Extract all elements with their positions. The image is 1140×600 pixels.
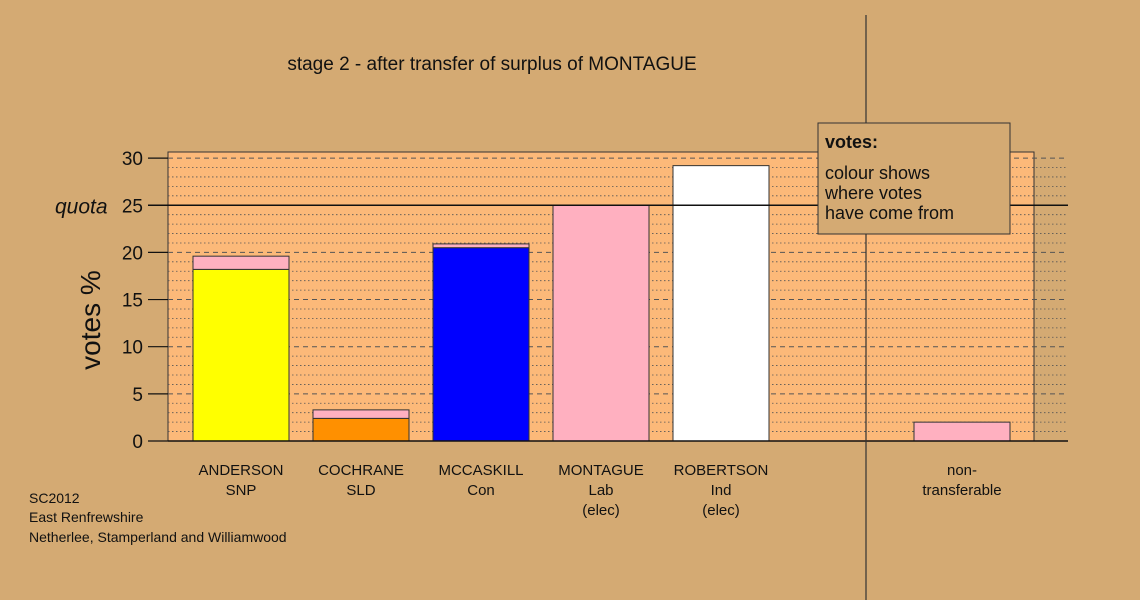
category-label: SNP: [226, 482, 257, 499]
chart-title: stage 2 - after transfer of surplus of M…: [287, 54, 696, 75]
y-tick-label: 10: [122, 338, 143, 359]
y-tick-label: 15: [122, 291, 143, 312]
legend-title: votes:: [825, 132, 878, 152]
y-tick-label: 20: [122, 243, 143, 264]
legend-line: where votes: [824, 183, 922, 203]
category-label: transferable: [922, 482, 1001, 499]
bar-segment: [312, 409, 410, 419]
category-label: Lab: [588, 482, 613, 499]
footer-line: East Renfrewshire: [29, 509, 144, 525]
category-label: ROBERTSON: [674, 462, 769, 479]
category-label: (elec): [582, 502, 620, 519]
y-ticks: 0 5 10 15 20 25 30: [122, 149, 168, 453]
category-label: Con: [467, 482, 495, 499]
bar-segment: [192, 268, 290, 442]
legend-line: have come from: [825, 203, 954, 223]
category-label: SLD: [346, 482, 375, 499]
footer-line: SC2012: [29, 490, 80, 506]
bar-segment: [312, 417, 410, 442]
legend-box: [817, 122, 1011, 235]
quota-label: quota: [55, 195, 108, 218]
y-tick-label: 30: [122, 149, 143, 170]
bar-segment: [552, 204, 650, 442]
y-tick-label: 25: [122, 196, 143, 217]
y-axis-label: votes %: [75, 270, 106, 370]
legend-line: colour shows: [825, 163, 930, 183]
bar-segment: [192, 255, 290, 270]
category-label: MCCASKILL: [438, 462, 523, 479]
legend: votes: colour shows where votes have com…: [817, 122, 1011, 235]
category-label: MONTAGUE: [558, 462, 644, 479]
category-label: COCHRANE: [318, 462, 404, 479]
category-label: Ind: [711, 482, 732, 499]
bar-segment: [672, 165, 770, 442]
bar-segment: [432, 243, 530, 249]
footer-line: Netherlee, Stamperland and Williamwood: [29, 529, 287, 545]
y-tick-label: 5: [132, 385, 143, 406]
footer: SC2012 East Renfrewshire Netherlee, Stam…: [29, 490, 287, 545]
bars: [192, 165, 1011, 442]
category-label: (elec): [702, 502, 740, 519]
category-label: non-: [947, 462, 977, 479]
y-tick-label: 0: [132, 432, 143, 453]
category-labels: ANDERSON SNP COCHRANE SLD MCCASKILL Con MONTAG…: [198, 462, 1001, 519]
category-label: ANDERSON: [198, 462, 283, 479]
bar-segment: [913, 421, 1011, 442]
bar-segment: [432, 247, 530, 442]
